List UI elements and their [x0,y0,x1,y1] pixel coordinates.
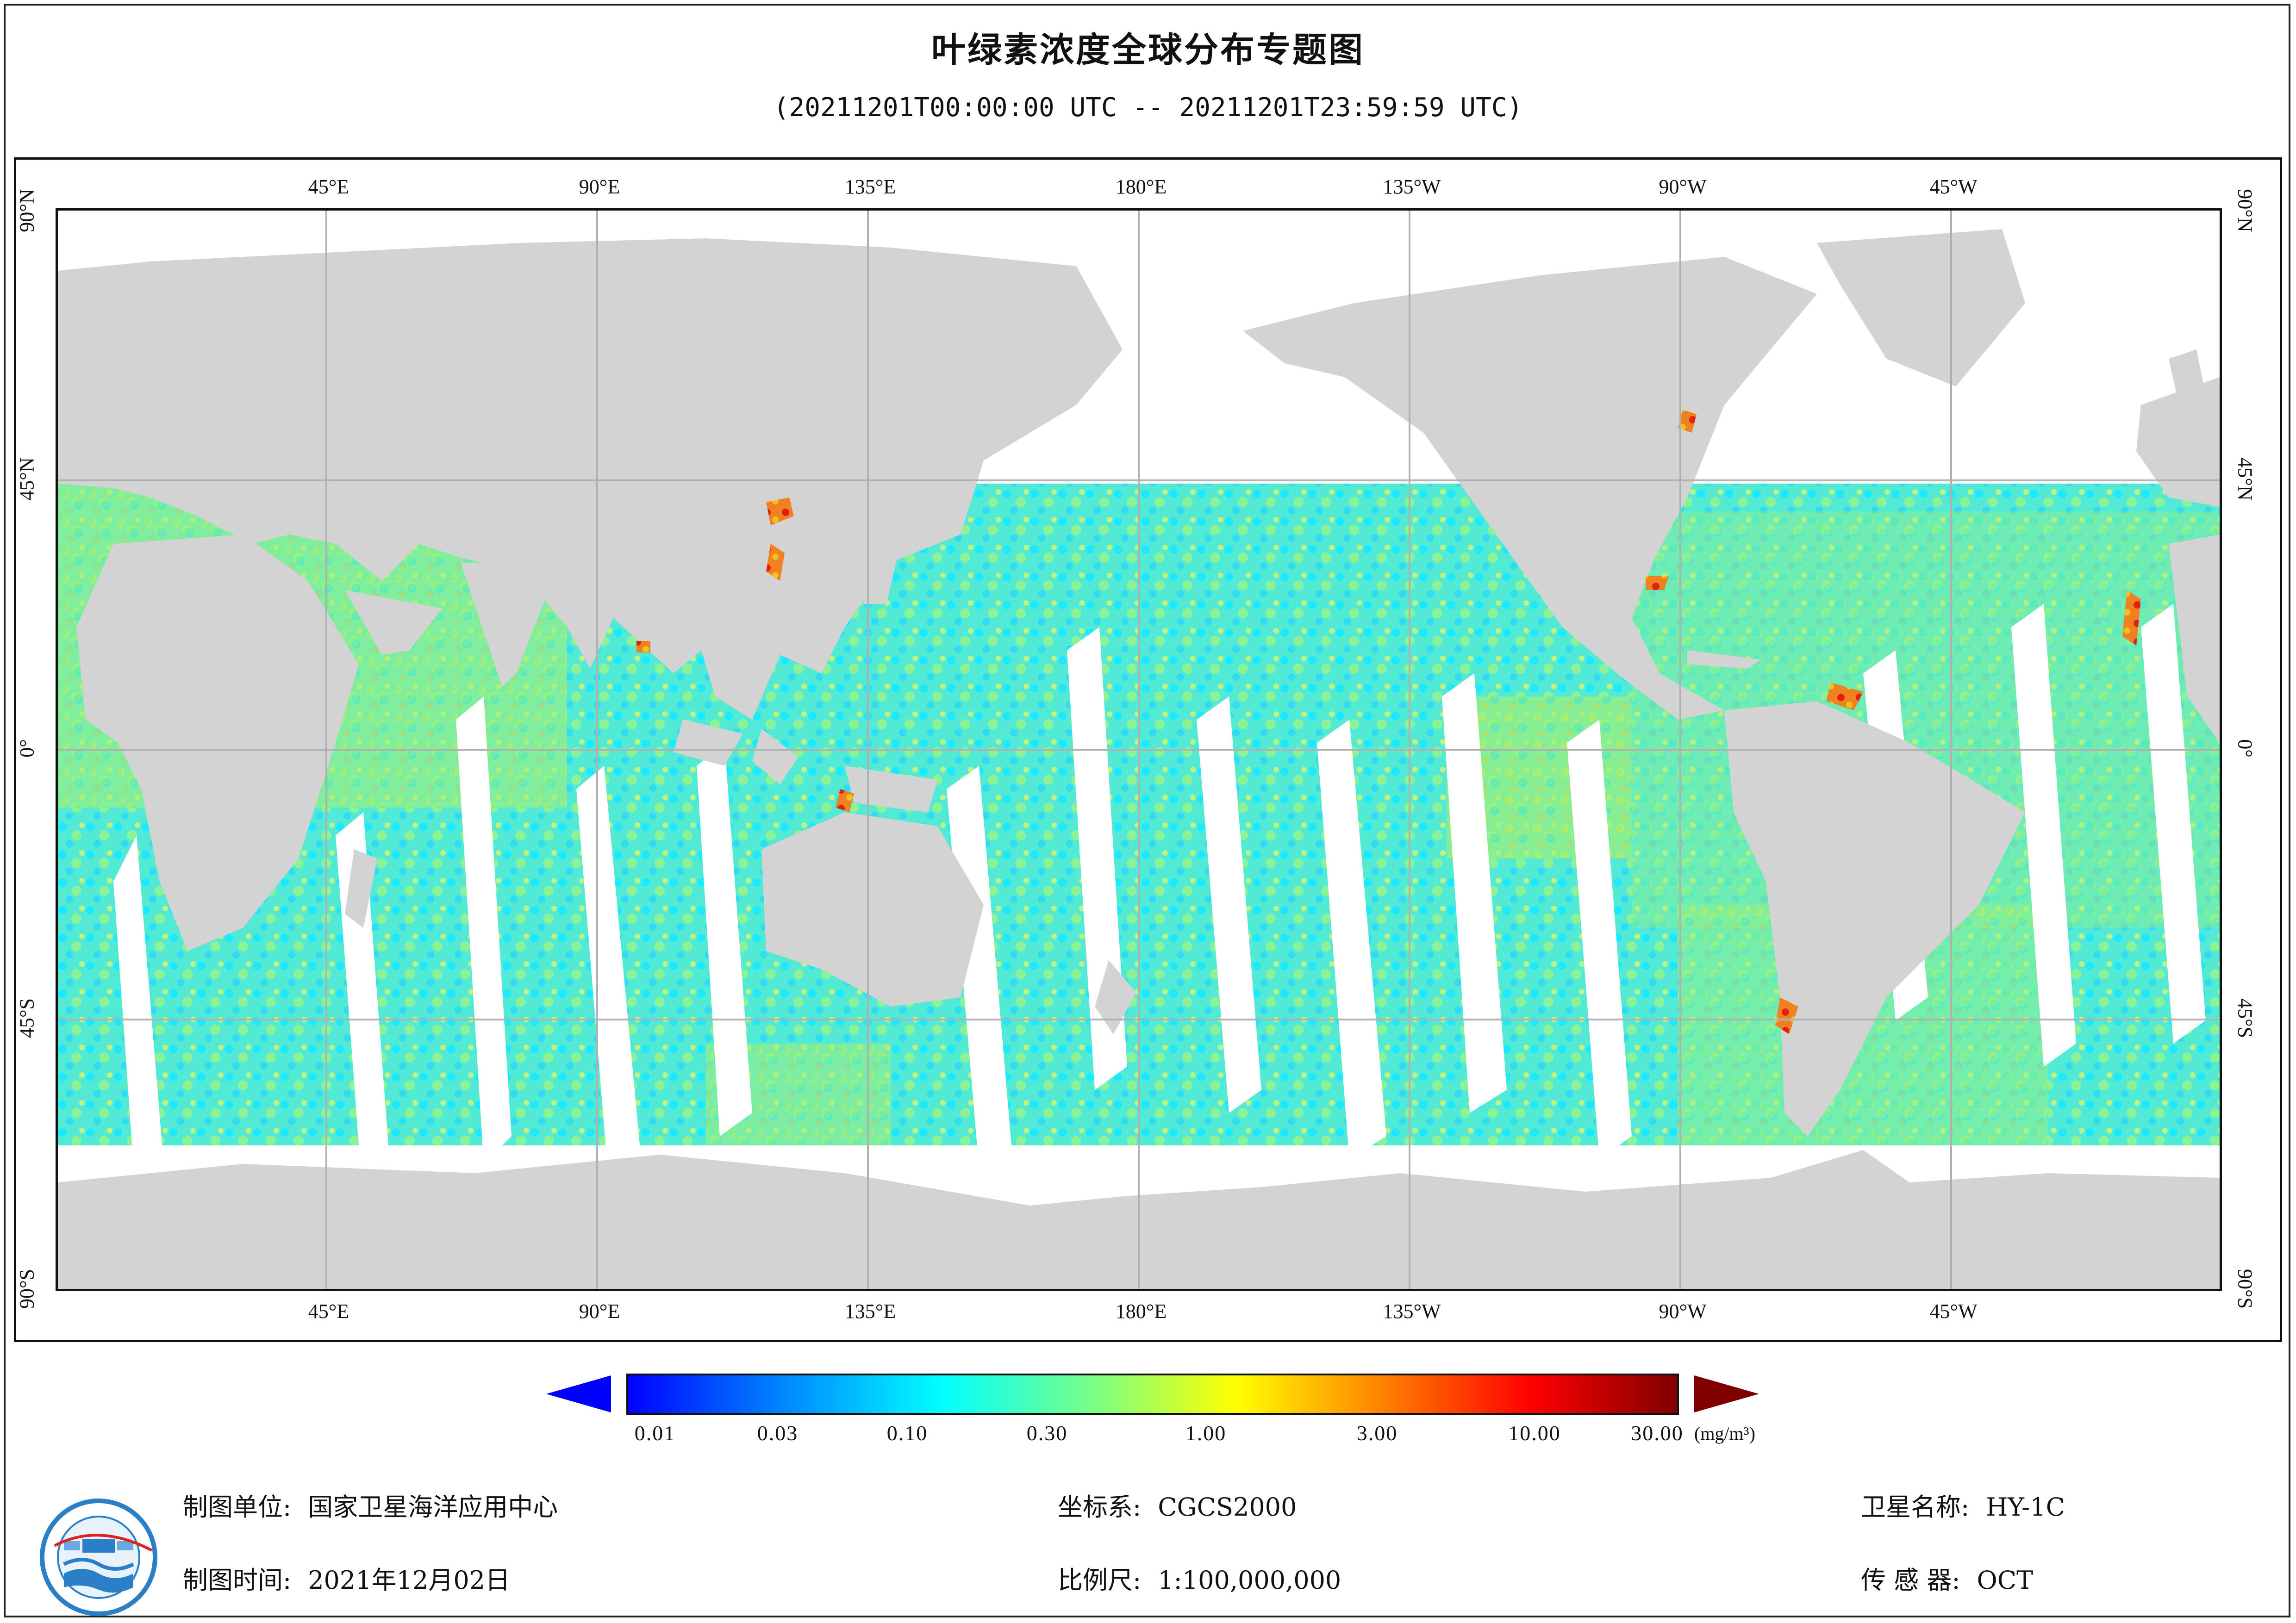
colorbar-under-arrow [546,1375,611,1412]
lat-tick-right: 90°N [2234,189,2257,232]
mapping-unit: 制图单位: 国家卫星海洋应用中心 [183,1486,558,1523]
colorbar-body [626,1374,1679,1415]
mapping-time: 制图时间: 2021年12月02日 [183,1560,510,1596]
lon-tick-top: 180°E [1115,175,1167,198]
lon-tick-bottom: 135°W [1383,1300,1441,1323]
satellite-name: 卫星名称: HY-1C [1861,1486,2065,1523]
lon-tick-bottom: 45°E [308,1300,349,1323]
map-scale: 比例尺: 1:100,000,000 [1058,1560,1341,1596]
lon-tick-bottom: 180°E [1115,1300,1167,1323]
coordinate-system-value: CGCS2000 [1158,1492,1297,1522]
nsoas-logo [36,1495,161,1620]
lon-tick-top: 45°W [1929,175,1978,198]
lat-tick-left: 90°S [15,1269,38,1309]
lon-tick-top: 90°E [579,175,620,198]
colorbar-tick: 1.00 [1185,1421,1227,1445]
lat-tick-left: 45°N [15,457,38,501]
lon-tick-top: 135°W [1383,175,1441,198]
high-chl-coastal [636,410,2141,1034]
lat-tick-right: 45°S [2234,998,2257,1038]
lat-tick-right: 45°N [2234,457,2257,501]
sensor-value: OCT [1977,1566,2034,1595]
lat-tick-left: 90°N [15,189,38,232]
sensor-label: 传 感 器: [1861,1566,1960,1595]
colorbar-tick: 0.10 [886,1421,928,1445]
colorbar-tick: 30.00 [1631,1421,1684,1445]
lon-tick-bottom: 90°W [1659,1300,1707,1323]
mapping-unit-value: 国家卫星海洋应用中心 [308,1492,558,1522]
lon-tick-bottom: 135°E [844,1300,896,1323]
mapping-time-value: 2021年12月02日 [308,1566,511,1595]
colorbar [546,1370,1759,1453]
coordinate-system: 坐标系: CGCS2000 [1058,1486,1297,1523]
lon-tick-top: 135°E [844,175,896,198]
map-frame [14,157,2282,1342]
graticule [58,211,2220,1289]
satellite-name-label: 卫星名称: [1861,1492,1970,1522]
lat-tick-right: 0° [2234,739,2257,758]
time-range-subtitle: (20211201T00:00:00 UTC -- 20211201T23:59… [773,93,1523,123]
sensor: 传 感 器: OCT [1861,1560,2033,1596]
lon-tick-bottom: 45°W [1929,1300,1978,1323]
colorbar-tick: 10.00 [1508,1421,1561,1445]
colorbar-tick: 0.03 [757,1421,799,1445]
colorbar-unit: (mg/m³) [1694,1423,1755,1444]
chlorophyll-map [56,208,2222,1291]
colorbar-tick: 0.01 [634,1421,676,1445]
map-title: 叶绿素浓度全球分布专题图 [931,30,1365,70]
lon-tick-bottom: 90°E [579,1300,620,1323]
lon-tick-top: 90°W [1659,175,1707,198]
lat-tick-left: 0° [15,739,38,758]
mapping-time-label: 制图时间: [183,1566,292,1595]
lat-tick-right: 90°S [2234,1269,2257,1309]
lon-tick-top: 45°E [308,175,349,198]
colorbar-tick: 3.00 [1356,1421,1398,1445]
lat-tick-left: 45°S [15,998,38,1038]
satellite-name-value: HY-1C [1986,1492,2065,1522]
outer-frame [4,4,2290,1617]
coordinate-system-label: 坐标系: [1058,1492,1142,1522]
colorbar-over-arrow [1694,1375,1759,1412]
mapping-unit-label: 制图单位: [183,1492,292,1522]
colorbar-tick: 0.30 [1026,1421,1068,1445]
map-scale-label: 比例尺: [1058,1566,1142,1595]
map-scale-value: 1:100,000,000 [1158,1566,1341,1595]
